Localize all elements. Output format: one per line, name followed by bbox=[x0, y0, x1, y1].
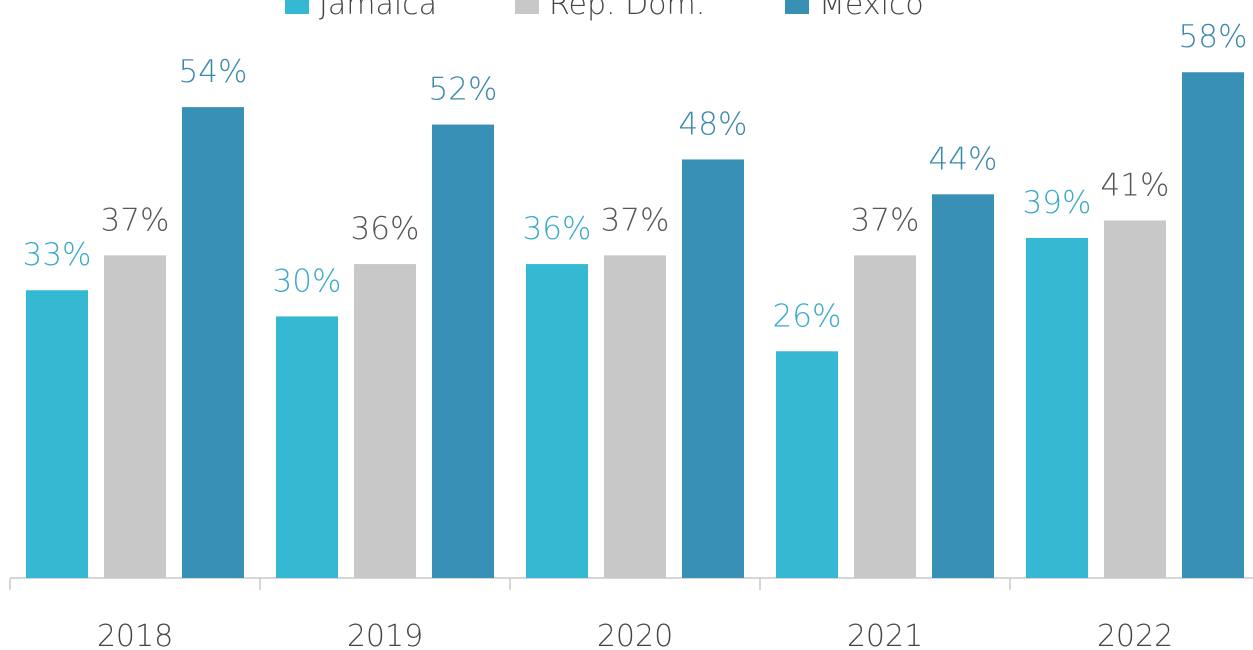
data-label: 30% bbox=[273, 263, 342, 299]
bar bbox=[932, 194, 994, 578]
x-tick-label: 2018 bbox=[97, 619, 173, 650]
x-tick-label: 2021 bbox=[847, 619, 923, 650]
data-label: 58% bbox=[1179, 19, 1248, 55]
data-label: 26% bbox=[773, 298, 842, 334]
data-label: 37% bbox=[601, 202, 670, 238]
data-label: 36% bbox=[351, 211, 420, 247]
legend-swatch bbox=[285, 0, 309, 14]
legend-label: Rep. Dom. bbox=[549, 0, 705, 22]
legend-swatch bbox=[785, 0, 809, 14]
data-label: 44% bbox=[929, 141, 998, 177]
bar bbox=[1026, 237, 1088, 579]
bar bbox=[776, 351, 838, 578]
bar bbox=[276, 316, 338, 578]
x-tick-label: 2019 bbox=[347, 619, 423, 650]
x-tick-label: 2022 bbox=[1097, 619, 1173, 650]
data-label: 33% bbox=[23, 237, 92, 273]
legend-label: Jamaica bbox=[319, 0, 437, 22]
bar bbox=[854, 255, 916, 579]
bar bbox=[354, 264, 416, 578]
data-label: 41% bbox=[1101, 167, 1170, 203]
bar bbox=[1104, 220, 1166, 579]
bar bbox=[1182, 72, 1244, 579]
data-label: 48% bbox=[679, 106, 748, 142]
data-label: 54% bbox=[179, 54, 248, 90]
x-tick-label: 2020 bbox=[597, 619, 673, 650]
bar bbox=[432, 124, 494, 578]
data-label: 37% bbox=[101, 202, 170, 238]
bar bbox=[104, 255, 166, 579]
bar bbox=[604, 255, 666, 579]
data-label: 37% bbox=[851, 202, 920, 238]
data-label: 52% bbox=[429, 72, 498, 108]
bar bbox=[526, 264, 588, 578]
data-label: 36% bbox=[523, 211, 592, 247]
data-label: 39% bbox=[1023, 185, 1092, 221]
legend-swatch bbox=[515, 0, 539, 14]
bar bbox=[182, 107, 244, 579]
bar bbox=[682, 159, 744, 578]
legend-label: México bbox=[819, 0, 924, 22]
bar bbox=[26, 290, 88, 578]
